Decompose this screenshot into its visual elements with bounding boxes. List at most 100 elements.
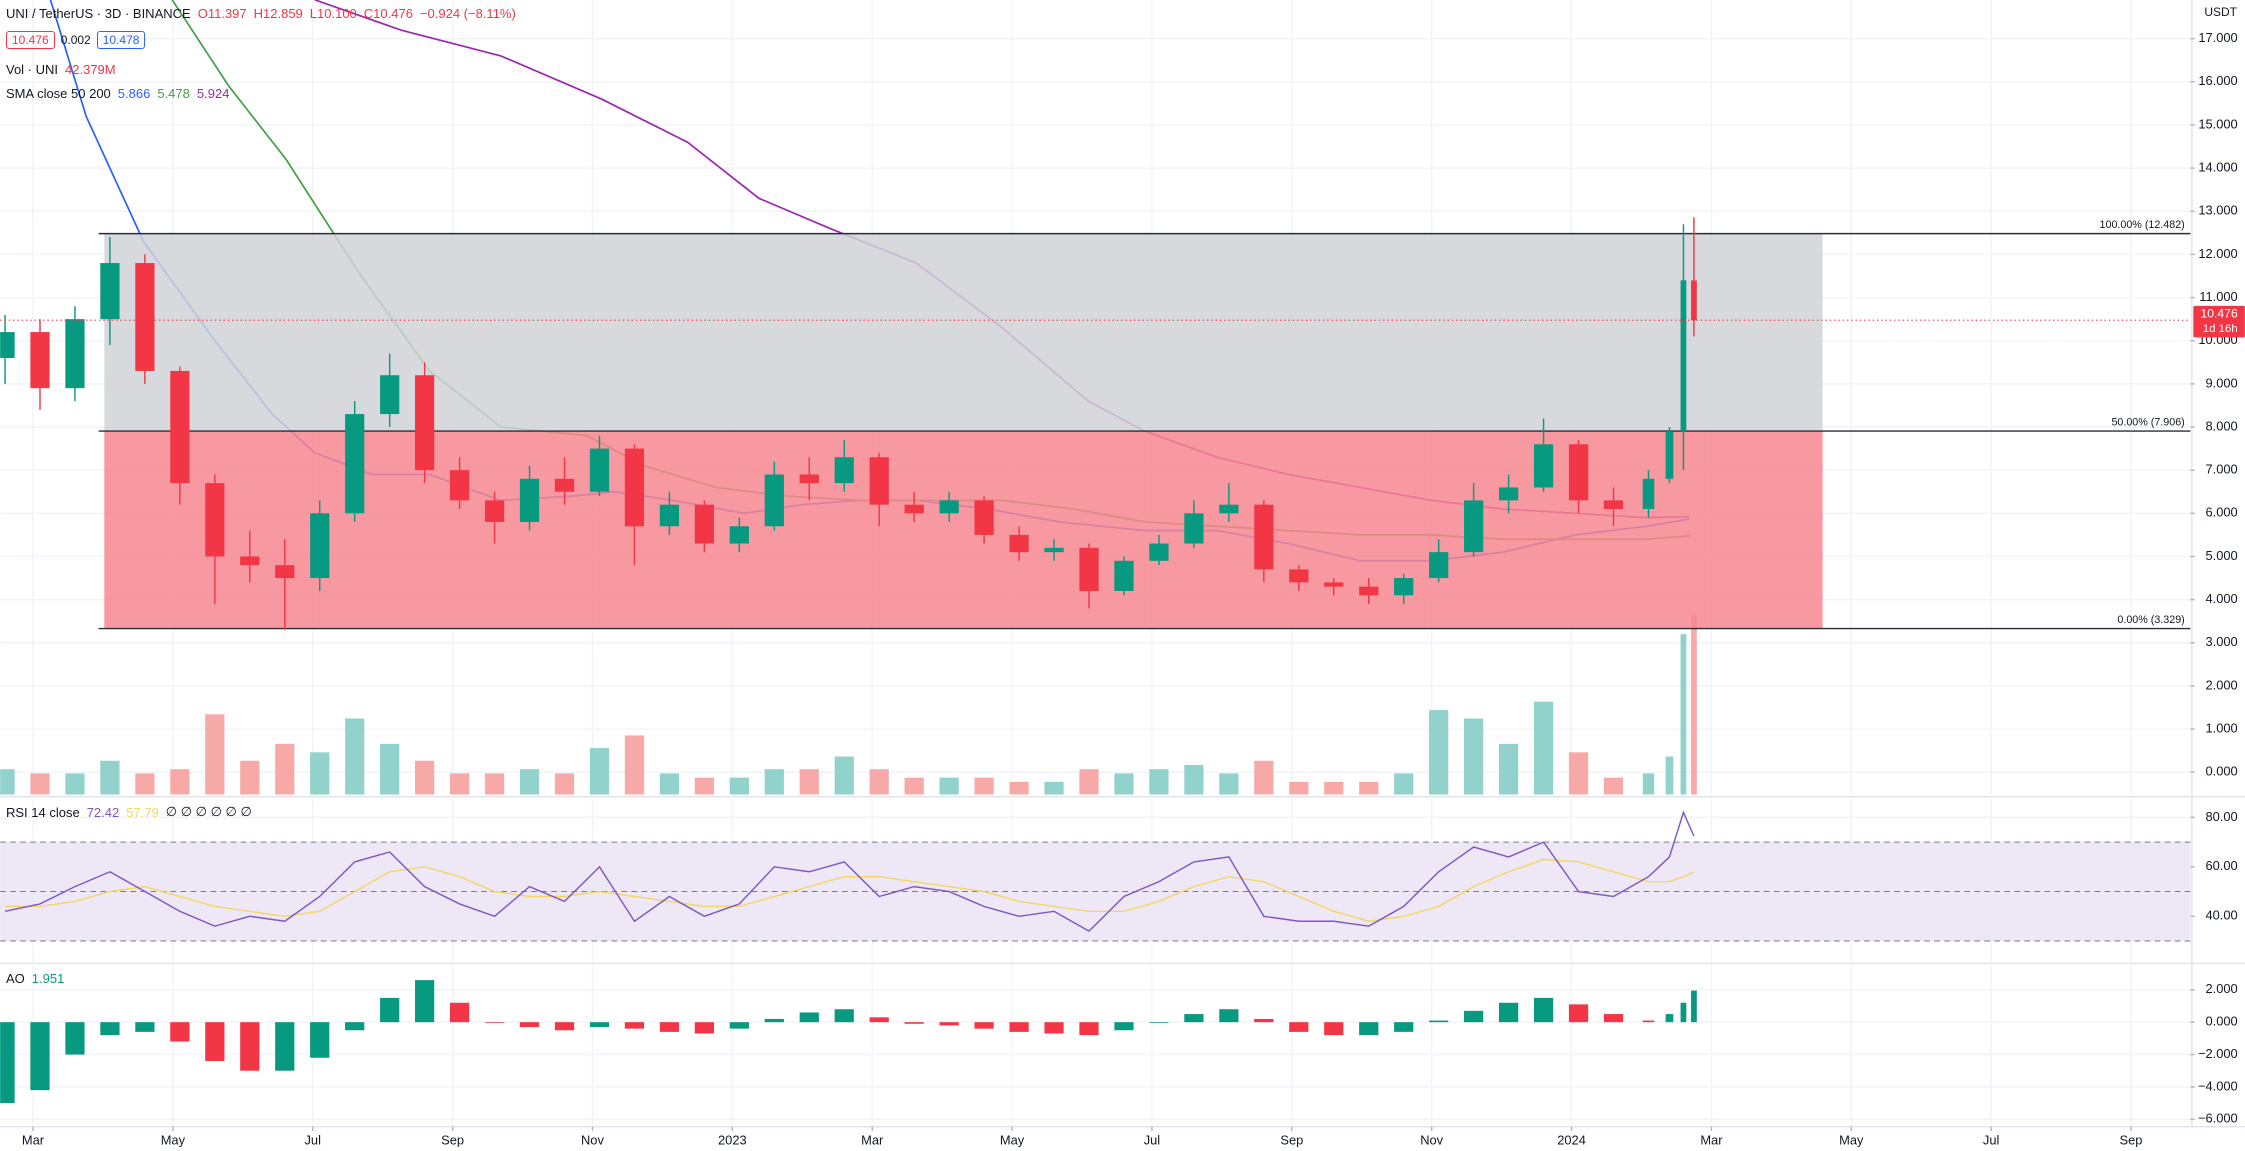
fib-zone <box>104 233 1823 432</box>
candle-body <box>1079 547 1099 591</box>
y-tick-label: 1.000 <box>2205 720 2237 735</box>
candle-body <box>1498 487 1519 501</box>
ao-bar <box>729 1022 749 1029</box>
ao-bar <box>1149 1022 1169 1023</box>
candle-body <box>729 526 749 544</box>
candle-layer <box>0 217 1697 630</box>
volume-bar <box>624 735 645 795</box>
volume-bar <box>589 748 610 795</box>
candle-body <box>1665 431 1674 479</box>
ao-value: 1.951 <box>31 971 65 986</box>
candle-body <box>694 504 714 544</box>
volume-bar <box>1429 710 1449 795</box>
candle-body <box>415 375 435 471</box>
currency[interactable]: USDT <box>2204 5 2237 19</box>
candle-body <box>1254 504 1274 570</box>
candle-body <box>1533 444 1554 488</box>
ao-bar <box>974 1022 994 1029</box>
candle-body <box>1568 444 1589 501</box>
rsi-value: 72.42 <box>86 804 120 820</box>
rsi-extra: ∅ ∅ ∅ ∅ ∅ ∅ <box>165 804 252 819</box>
x-tick-label: May <box>1000 1132 1025 1147</box>
y-tick-label: 0.000 <box>2205 764 2237 779</box>
volume-value: 42.379M <box>65 62 116 77</box>
volume-bar <box>170 769 190 795</box>
volume-bar <box>484 773 505 795</box>
volume-bar <box>310 752 330 795</box>
volume-bar <box>380 743 400 795</box>
countdown-label: 1d 16h <box>2203 323 2238 335</box>
candle-body <box>484 500 505 522</box>
volume-bar <box>1568 752 1589 795</box>
ao-bar <box>205 1022 225 1061</box>
ao-bar <box>1533 997 1554 1023</box>
volume-bar <box>240 760 260 795</box>
last-price-label: 10.476 <box>2201 307 2238 321</box>
ao-bar <box>519 1022 540 1028</box>
ao-bar <box>275 1022 295 1071</box>
volume-bar <box>554 773 575 795</box>
ohlc-change: −0.924 (−8.11%) <box>419 6 516 21</box>
volume-bar <box>904 777 924 795</box>
sma-value: 5.924 <box>196 86 230 101</box>
ohlc-open: O11.397 <box>197 6 247 21</box>
candle-body <box>380 375 400 415</box>
y-tick-label: −2.000 <box>2198 1046 2238 1061</box>
ao-bar <box>939 1022 959 1026</box>
volume-bar <box>1680 634 1687 795</box>
candle-body <box>834 457 854 484</box>
fib-level-label: 100.00% (12.482) <box>2100 219 2185 231</box>
x-tick-label: Mar <box>1700 1132 1723 1147</box>
x-tick-label: Jul <box>1144 1132 1160 1147</box>
candle-body <box>205 483 225 557</box>
ohlc-low: L10.100 <box>309 6 357 21</box>
y-tick-label: 15.000 <box>2198 116 2237 131</box>
candle-body <box>275 565 295 579</box>
volume-bar <box>1665 756 1674 795</box>
sma-legend: SMA close 50 200 5.866 5.478 5.924 <box>6 86 229 101</box>
x-tick-label: 2024 <box>1557 1132 1586 1147</box>
candle-body <box>170 370 190 484</box>
volume-bar <box>1498 743 1519 795</box>
ao-bar <box>135 1022 155 1032</box>
x-tick-label: Sep <box>1280 1132 1303 1147</box>
candle-body <box>554 478 575 492</box>
ao-bar <box>1603 1014 1624 1023</box>
x-tick-label: Jul <box>305 1132 321 1147</box>
candle-body <box>1219 504 1239 514</box>
ao-bar <box>1254 1018 1274 1023</box>
sell-price[interactable]: 10.476 <box>6 31 55 49</box>
ao-bar <box>694 1022 714 1034</box>
ao-bar <box>589 1022 610 1028</box>
ao-bar <box>1184 1014 1204 1023</box>
candle-body <box>310 513 330 579</box>
volume-bar <box>415 760 435 795</box>
fib-level-label: 0.00% (3.329) <box>2117 614 2184 626</box>
buy-price[interactable]: 10.478 <box>96 31 146 49</box>
ao-bar <box>1114 1022 1134 1031</box>
volume-legend: Vol · UNI 42.379M <box>6 62 116 77</box>
candle-body <box>1324 582 1344 587</box>
candle-body <box>869 457 889 505</box>
candle-body <box>240 556 260 566</box>
x-tick-label: Mar <box>22 1132 45 1147</box>
volume-bar <box>694 777 714 795</box>
candle-body <box>1680 280 1687 432</box>
volume-bar <box>1114 773 1134 795</box>
volume-bar <box>1254 760 1274 795</box>
fib-level-label: 50.00% (7.906) <box>2111 416 2184 428</box>
candle-body <box>974 500 994 535</box>
volume-bar <box>1324 781 1344 795</box>
volume-bar <box>1009 781 1029 795</box>
volume-title: Vol · UNI <box>6 62 59 77</box>
volume-bar <box>1219 773 1239 795</box>
volume-bar <box>939 777 959 795</box>
x-tick-label: Sep <box>441 1132 464 1147</box>
y-tick-label: 2.000 <box>2205 981 2237 996</box>
sma-value: 5.866 <box>117 86 151 101</box>
x-tick-label: Nov <box>581 1132 604 1147</box>
ao-bar <box>1324 1022 1344 1036</box>
last-price-tag <box>2193 305 2245 338</box>
